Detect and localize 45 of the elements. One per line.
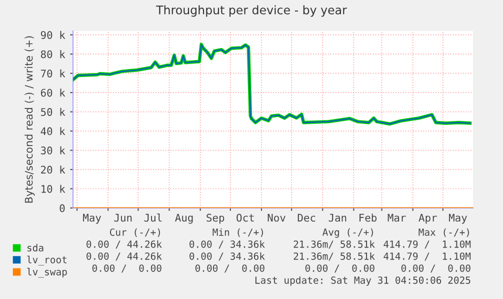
text: 0.00 / 34.36k — [190, 240, 265, 249]
y-tick-label: 90 k — [40, 30, 66, 39]
x-tick-label: Sep — [206, 214, 224, 224]
y-tick-label: 60 k — [40, 88, 66, 97]
text: Last update: Sat May 31 04:50:06 2025 — [255, 276, 470, 286]
x-tick-label: May — [83, 214, 102, 224]
text: Max (-/+) — [418, 228, 469, 237]
x-tick-label: Jun — [114, 214, 132, 222]
text: 21.36m/ 58.51k — [294, 252, 375, 261]
text: Min (-/+) — [212, 228, 263, 237]
x-tick-label: Nov — [268, 214, 286, 222]
text: 0.00 / 0.00 — [305, 264, 374, 273]
text: 414.79 / 1.10M — [384, 252, 471, 261]
text: 0.00 / 0.00 — [92, 264, 162, 273]
y-tick-label: 30 k — [40, 146, 66, 154]
text: 0.00 / 44.26k — [86, 252, 162, 261]
y-tick-label: 40 k — [40, 127, 66, 136]
text: 0.00 / 34.36k — [190, 252, 265, 261]
text: 414.79 / 1.10M — [384, 240, 471, 249]
y-tick-label: 10 k — [42, 184, 66, 193]
x-tick-label: Dec — [298, 214, 316, 222]
y-tick-label: 0 — [60, 204, 65, 212]
text: 0.00 / 0.00 — [195, 264, 264, 273]
x-tick-label: Jan — [328, 214, 346, 222]
legend-label: sda — [27, 244, 44, 252]
x-tick-label: Jul — [144, 214, 162, 222]
y-tick-label: 70 k — [40, 69, 66, 78]
text: 21.36m/ 58.51k — [294, 240, 375, 249]
y-tick-label: 80 k — [40, 50, 66, 58]
y-tick-label: 20 k — [41, 166, 66, 174]
text: Avg (-/+) — [322, 228, 373, 238]
x-tick-label: Aug — [175, 214, 193, 224]
legend-label: lv_root — [27, 256, 66, 266]
y-tick-label: 50 k — [41, 108, 66, 116]
x-tick-label: Oct — [236, 214, 254, 222]
x-tick-label: Apr — [418, 214, 437, 224]
chart-title: Throughput per device - by year — [156, 5, 347, 17]
text: 0.00 / 44.26k — [86, 240, 162, 249]
x-tick-label: May — [448, 214, 467, 224]
text: Cur (-/+) — [110, 228, 160, 237]
text: 0.00 / 0.00 — [401, 264, 470, 273]
y-axis-title: Bytes/second read (-) / write (+) — [24, 36, 35, 203]
x-tick-label: Feb — [360, 214, 377, 222]
x-tick-label: Mar — [388, 214, 406, 222]
legend-label: lv_swap — [27, 268, 67, 278]
